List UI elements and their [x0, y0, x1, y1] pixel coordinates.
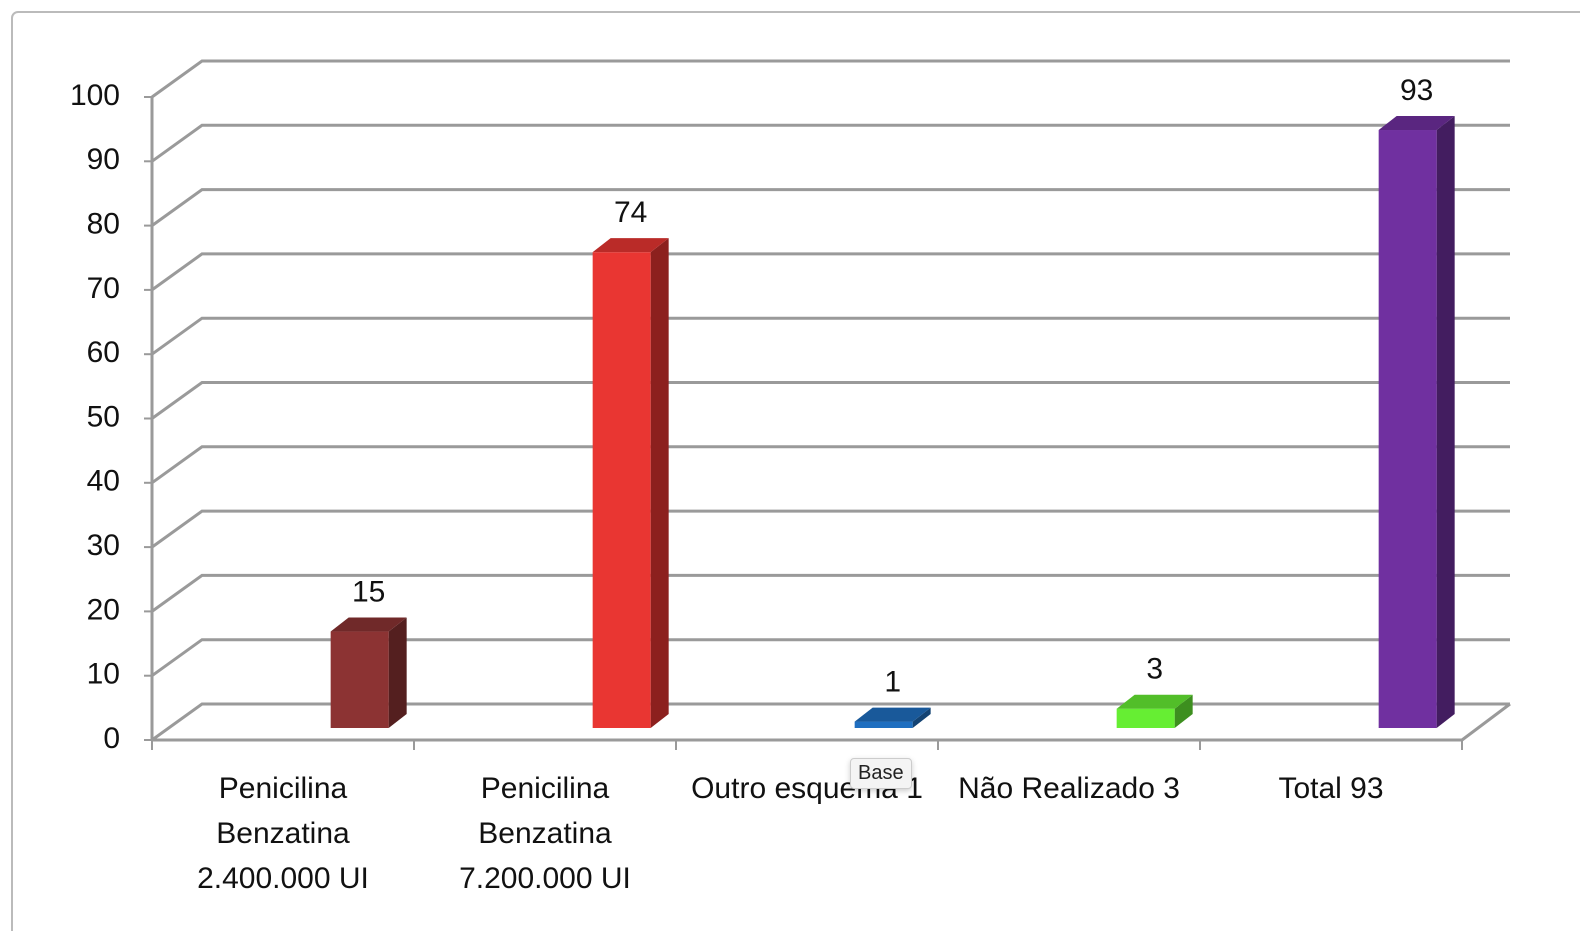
grid-line: [151, 188, 1510, 227]
tooltip: Base: [850, 758, 912, 789]
bar-top: [330, 617, 407, 632]
y-tick-label: 50: [87, 400, 120, 433]
bar-side: [912, 707, 931, 728]
bar-side: [1436, 116, 1455, 728]
x-tick-label: Penicilina Benzatina 2.400.000 UI: [197, 772, 369, 895]
bar: [592, 252, 651, 728]
y-tick-label: 80: [87, 208, 120, 241]
y-tick-label: 90: [87, 143, 120, 176]
grid-line: [151, 123, 1510, 163]
grid-line: [151, 573, 1510, 613]
bar: [330, 631, 389, 728]
bar-top: [1116, 694, 1193, 709]
bar-top: [854, 707, 931, 722]
grid-line: [151, 252, 1510, 292]
y-tick-label: 0: [103, 722, 120, 755]
grid-line: [151, 702, 1510, 742]
grid-line: [151, 638, 1510, 677]
bar-side: [1174, 694, 1193, 728]
data-label: 74: [614, 196, 647, 229]
bar: [854, 721, 913, 728]
y-tick-label: 100: [70, 79, 120, 112]
bar: [1378, 130, 1437, 728]
y-tick-label: 10: [87, 658, 120, 691]
y-tick-label: 70: [87, 272, 120, 305]
x-tick-label: Não Realizado 3: [958, 772, 1180, 805]
data-label: 1: [884, 665, 901, 698]
data-label: 93: [1400, 74, 1433, 107]
bar: [1116, 708, 1175, 728]
y-tick-label: 40: [87, 465, 120, 498]
data-label: 3: [1146, 653, 1163, 686]
bar-top: [1378, 116, 1455, 131]
y-tick-label: 60: [87, 336, 120, 369]
bar-side: [650, 238, 669, 728]
grid-line: [151, 59, 1510, 99]
grid-line: [151, 509, 1510, 549]
y-tick-label: 20: [87, 593, 120, 626]
data-label: 15: [352, 575, 385, 608]
grid-line: [151, 381, 1510, 420]
grid-line: [151, 316, 1510, 356]
floor-edge: [1461, 702, 1511, 742]
y-tick-label: 30: [87, 529, 120, 562]
bar-side: [388, 617, 407, 728]
x-tick-label: Penicilina Benzatina 7.200.000 UI: [459, 772, 631, 895]
x-tick-label: Total 93: [1278, 772, 1384, 805]
grid-line: [151, 445, 1510, 485]
chart-border: [11, 11, 1580, 931]
bar-top: [592, 238, 669, 253]
